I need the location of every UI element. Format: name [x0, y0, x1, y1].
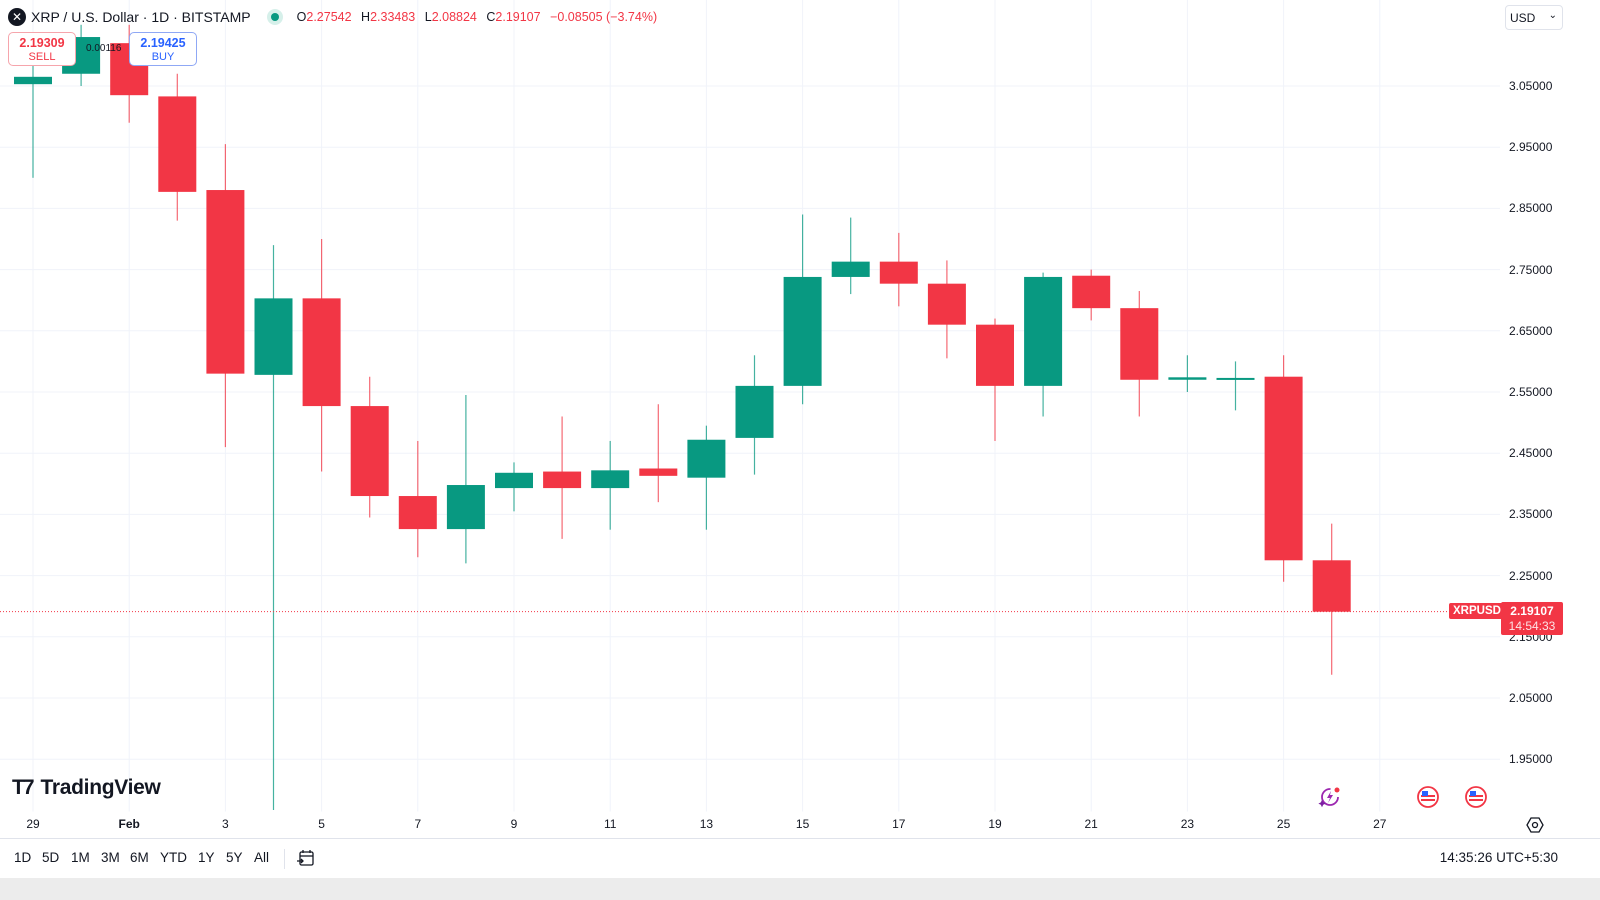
candle[interactable]: [254, 298, 293, 375]
time-tick-label: 3: [222, 817, 229, 831]
price-tick-label: 2.95000: [1509, 140, 1553, 155]
symbol-price-tag: XRPUSD: [1449, 603, 1505, 619]
candle[interactable]: [206, 190, 245, 374]
price-tick-label: 2.45000: [1509, 446, 1553, 461]
price-tick-label: 2.35000: [1509, 507, 1553, 522]
page-footer-strip: [0, 878, 1600, 900]
price-tick-label: 2.55000: [1509, 385, 1553, 399]
candle[interactable]: [14, 76, 52, 85]
range-button-all[interactable]: All: [254, 850, 270, 865]
candle[interactable]: [591, 470, 630, 489]
toolbar-divider: [284, 849, 285, 869]
time-tick-label: 21: [1084, 817, 1098, 831]
sell-button[interactable]: 2.19309 SELL: [8, 32, 76, 66]
candle[interactable]: [1312, 560, 1351, 612]
candle[interactable]: [1120, 308, 1159, 380]
candle[interactable]: [639, 468, 678, 476]
candle[interactable]: [398, 496, 437, 530]
symbol-header: ✕ XRP / U.S. Dollar · 1D · BITSTAMP O2.2…: [8, 6, 657, 28]
candle[interactable]: [976, 324, 1014, 386]
candle[interactable]: [158, 96, 197, 192]
sell-price: 2.19309: [19, 36, 65, 50]
time-tick-label: 7: [414, 817, 422, 831]
time-tick-label: 13: [699, 817, 714, 831]
spread-value: 0.00116: [86, 43, 122, 54]
us-flag-event-icon[interactable]: [1465, 786, 1487, 808]
candle[interactable]: [302, 298, 341, 407]
time-tick-label: 9: [510, 817, 518, 831]
candle[interactable]: [1024, 276, 1063, 386]
market-status-icon[interactable]: [266, 9, 283, 25]
xrp-logo-icon: ✕: [8, 8, 26, 26]
candle[interactable]: [927, 283, 966, 325]
range-button-5d[interactable]: 5D: [42, 850, 60, 865]
price-tick-label: 2.65000: [1509, 323, 1553, 338]
candle[interactable]: [495, 472, 533, 489]
candle[interactable]: [687, 439, 726, 478]
time-tick-label: 23: [1180, 817, 1195, 831]
time-tick-label: 11: [603, 817, 617, 831]
price-tick-label: 2.25000: [1509, 568, 1553, 583]
range-button-1y[interactable]: 1Y: [198, 850, 215, 865]
range-button-ytd[interactable]: YTD: [160, 850, 187, 865]
time-tick-label: 19: [988, 817, 1002, 831]
currency-select[interactable]: USD ⌄: [1505, 5, 1563, 30]
buy-label: BUY: [151, 51, 175, 63]
price-tick-label: 3.05000: [1509, 79, 1553, 93]
chevron-down-icon: ⌄: [1548, 10, 1557, 21]
time-tick-label: 27: [1373, 817, 1387, 831]
close-value: 2.19107: [495, 10, 541, 24]
go-to-date-calendar-icon[interactable]: [296, 848, 316, 868]
low-value: 2.08824: [431, 10, 477, 24]
candle[interactable]: [1264, 376, 1303, 561]
high-value: 2.33483: [370, 10, 416, 24]
sell-label: SELL: [28, 51, 56, 63]
range-button-1d[interactable]: 1D: [14, 850, 32, 865]
timezone-clock[interactable]: 14:35:26 UTC+5:30: [1439, 850, 1558, 865]
bottom-toolbar: 1D 5D 1M 3M 6M YTD 1Y 5Y All 14:35:26 UTC+5:30: [0, 838, 1600, 879]
time-tick-label: 17: [892, 817, 906, 831]
us-flag-event-icon[interactable]: [1417, 786, 1439, 808]
range-button-3m[interactable]: 3M: [101, 850, 120, 865]
tradingview-logo[interactable]: T7 TradingView: [12, 776, 161, 799]
candlestick-chart[interactable]: [0, 0, 1600, 840]
time-tick-label: 25: [1276, 817, 1291, 831]
candle[interactable]: [735, 385, 774, 438]
buy-price: 2.19425: [140, 36, 186, 50]
range-button-1m[interactable]: 1M: [71, 850, 90, 865]
candle[interactable]: [446, 485, 485, 530]
price-tick-label: 2.05000: [1509, 691, 1553, 705]
candle[interactable]: [1216, 377, 1255, 380]
lightning-event-icon[interactable]: [1318, 786, 1340, 808]
bar-countdown: 14:54:33: [1508, 619, 1556, 633]
candle[interactable]: [350, 406, 389, 497]
range-button-5y[interactable]: 5Y: [226, 850, 243, 865]
symbol-title[interactable]: XRP / U.S. Dollar · 1D · BITSTAMP: [31, 9, 251, 25]
price-tick-label: 1.95000: [1509, 752, 1553, 767]
candle[interactable]: [1072, 275, 1111, 309]
candle[interactable]: [879, 261, 918, 284]
candle[interactable]: [543, 471, 582, 489]
axis-settings-icon[interactable]: [1526, 816, 1544, 834]
candle[interactable]: [783, 276, 822, 386]
open-value: 2.27542: [306, 10, 352, 24]
time-tick-label: Feb: [118, 817, 140, 831]
time-tick-label: 5: [318, 817, 325, 831]
range-button-6m[interactable]: 6M: [130, 850, 149, 865]
time-tick-label: 15: [795, 817, 810, 831]
buy-button[interactable]: 2.19425 BUY: [129, 32, 197, 66]
change-value: −0.08505 (−3.74%): [550, 10, 658, 24]
ohlc-values: O2.27542 H2.33483 L2.08824 C2.19107 −0.0…: [296, 10, 658, 24]
price-tick-label: 2.75000: [1509, 262, 1553, 277]
price-tick-label: 2.85000: [1509, 201, 1553, 216]
tradingview-logo-icon: T7: [12, 776, 34, 799]
time-tick-label: 29: [26, 817, 40, 831]
candle[interactable]: [831, 261, 870, 277]
candle[interactable]: [1168, 377, 1207, 380]
last-price-tag: 2.19107 14:54:33: [1501, 602, 1563, 635]
